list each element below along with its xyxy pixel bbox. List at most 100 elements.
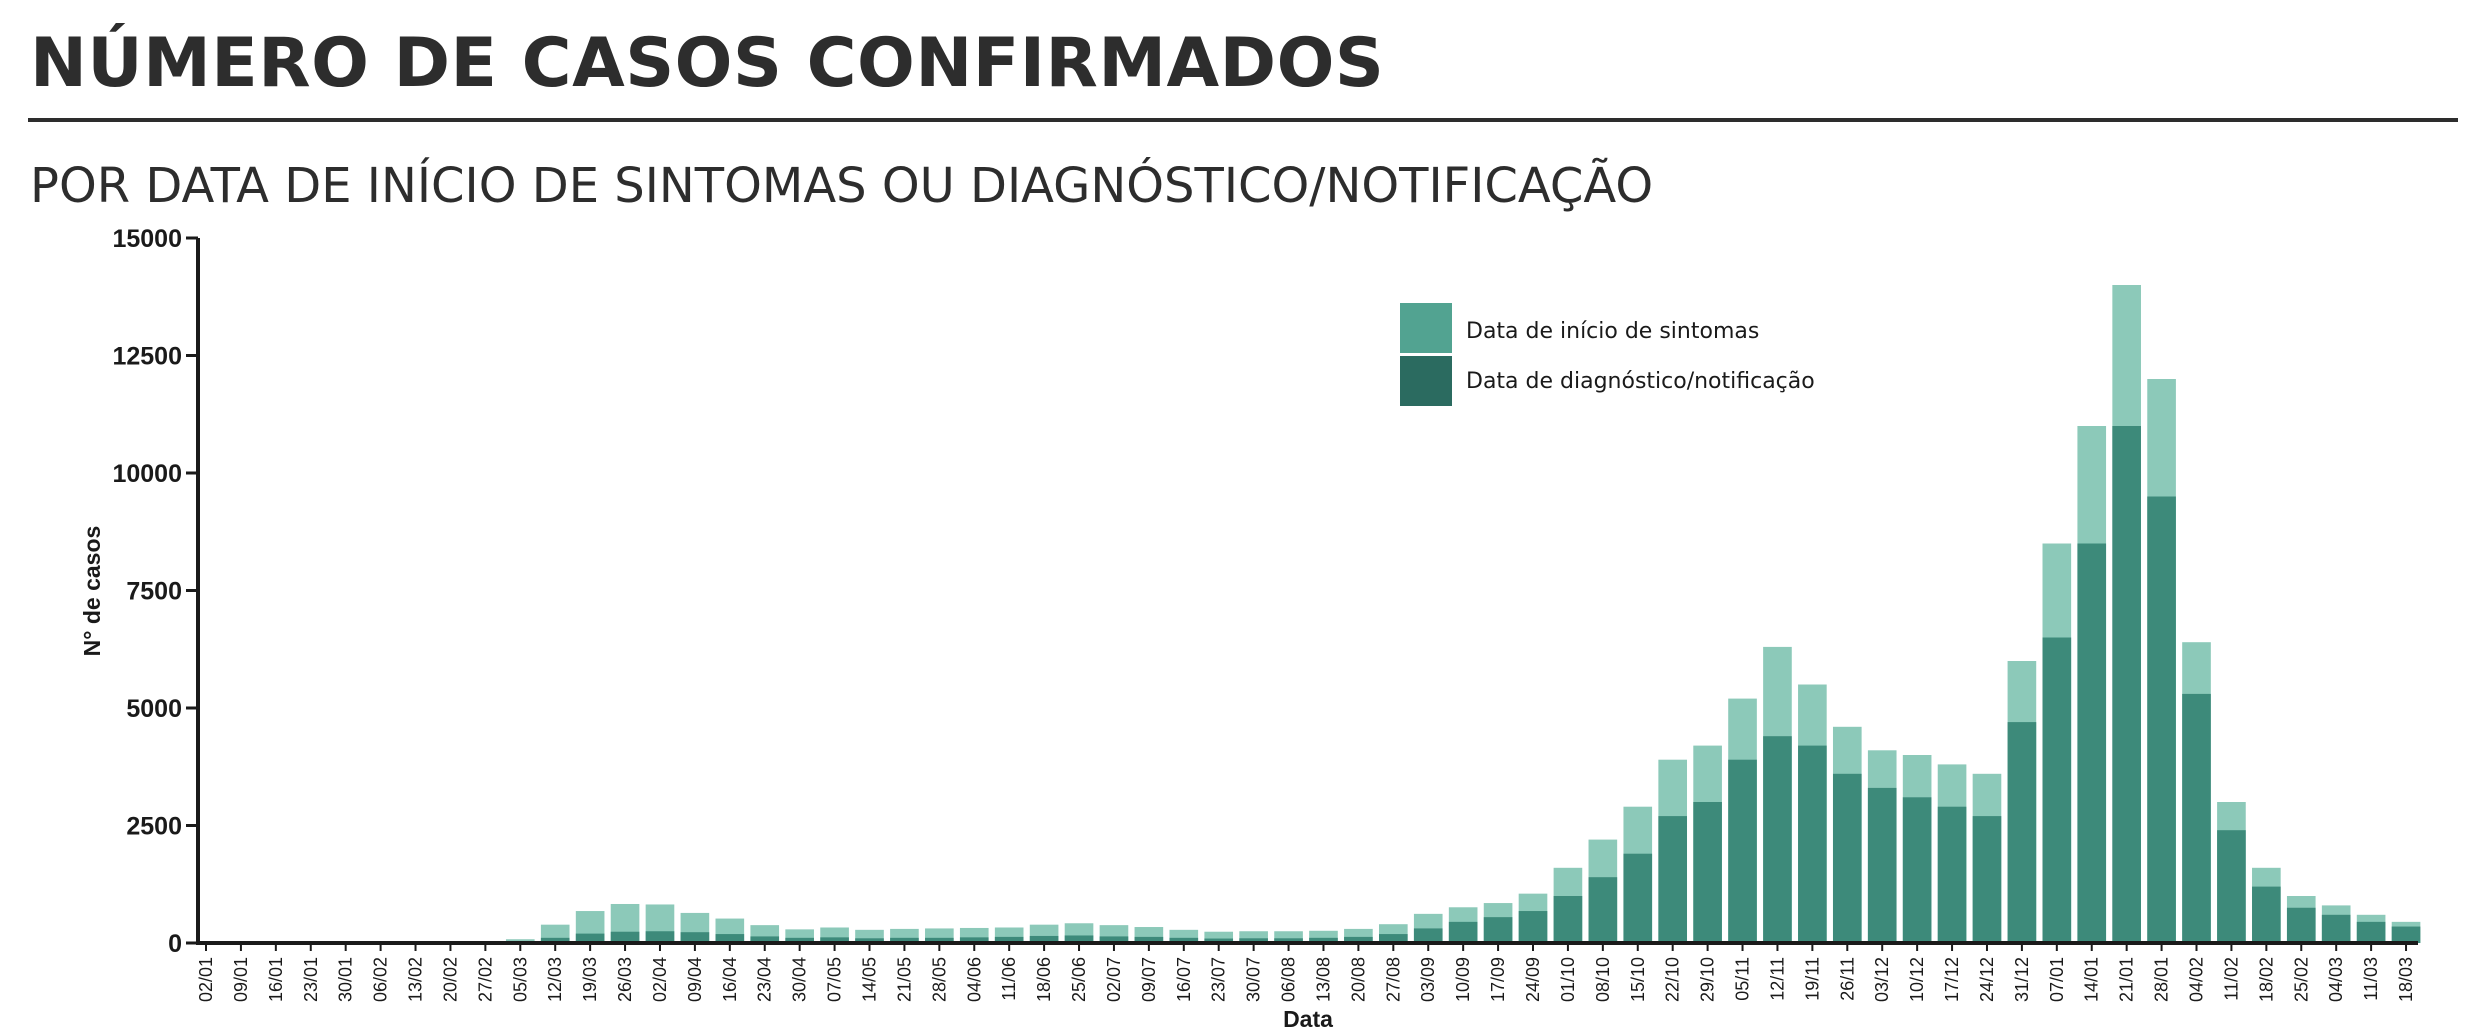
bar-notificacao	[1134, 936, 1164, 943]
bar-notificacao	[575, 933, 605, 943]
bar-notificacao	[2356, 921, 2386, 943]
x-tick-label: 02/04	[650, 957, 670, 1002]
x-ticks-group: 02/01 09/01 16/01 23/01 30/01 06/02 13/02 20/02…	[196, 943, 2416, 1002]
legend-label-notificacao: Data de diagnóstico/notificação	[1466, 369, 1815, 394]
bar-notificacao	[540, 937, 570, 943]
page-title: NÚMERO DE CASOS CONFIRMADOS	[30, 24, 1385, 103]
bar-notificacao	[1309, 937, 1338, 943]
x-tick-label: 30/04	[790, 957, 810, 1002]
y-ticks-group: 0 2500 5000 7500 10000 12500 15000	[112, 225, 198, 958]
x-tick-label: 23/07	[1209, 957, 1229, 1002]
x-tick-label: 04/06	[964, 957, 984, 1002]
bar-notificacao	[680, 932, 710, 943]
bars-group	[505, 285, 2421, 943]
title-divider	[28, 118, 2458, 122]
x-tick-label: 24/09	[1523, 957, 1543, 1002]
bar-notificacao	[2286, 907, 2316, 943]
bar-notificacao	[645, 931, 675, 943]
x-tick-label: 03/12	[1872, 957, 1892, 1002]
bar-notificacao	[1483, 917, 1513, 943]
page-subtitle: POR DATA DE INÍCIO DE SINTOMAS OU DIAGNÓ…	[30, 158, 1654, 214]
x-tick-label: 16/04	[720, 957, 740, 1002]
bar-notificacao	[1518, 911, 1548, 943]
x-tick-label: 02/07	[1104, 957, 1124, 1002]
x-tick-label: 21/01	[2117, 957, 2137, 1002]
y-tick-label: 12500	[112, 343, 182, 371]
x-tick-label: 26/03	[615, 957, 635, 1002]
legend-swatch-sintomas	[1400, 303, 1452, 353]
bar-notificacao	[2252, 886, 2281, 943]
x-tick-label: 27/08	[1383, 957, 1403, 1002]
bar-notificacao	[1448, 921, 1478, 943]
bar-notificacao	[610, 931, 640, 943]
bar-notificacao	[1867, 787, 1897, 943]
x-tick-label: 16/01	[266, 957, 286, 1002]
legend: Data de início de sintomas Data de diagn…	[1400, 303, 1815, 406]
bar-notificacao	[2112, 426, 2141, 943]
bar-notificacao	[855, 938, 884, 943]
x-tick-label: 12/11	[1767, 957, 1787, 1001]
x-tick-label: 11/03	[2361, 957, 2381, 1001]
bar-notificacao	[1832, 773, 1862, 943]
bar-notificacao	[1693, 802, 1722, 943]
x-tick-label: 17/09	[1488, 957, 1508, 1002]
y-tick-label: 7500	[126, 578, 182, 606]
x-tick-label: 09/01	[231, 957, 251, 1002]
x-tick-label: 02/01	[196, 957, 216, 1002]
bar-notificacao	[2182, 693, 2211, 943]
bar-notificacao	[785, 937, 814, 943]
x-tick-label: 13/02	[406, 957, 426, 1002]
bar-notificacao	[1169, 937, 1199, 943]
bar-notificacao	[2217, 830, 2246, 943]
bar-notificacao	[1274, 938, 1303, 943]
x-tick-label: 28/05	[929, 957, 949, 1002]
x-tick-label: 24/12	[1977, 957, 1997, 1002]
x-tick-label: 14/01	[2082, 957, 2102, 1002]
bar-notificacao	[1029, 935, 1059, 943]
x-tick-label: 29/10	[1698, 957, 1718, 1002]
bar-notificacao	[2077, 543, 2107, 943]
x-tick-label: 12/03	[545, 957, 565, 1002]
bar-notificacao	[2007, 722, 2037, 943]
x-tick-label: 19/11	[1802, 957, 1822, 1001]
x-tick-label: 13/08	[1313, 957, 1333, 1002]
x-tick-label: 16/07	[1174, 957, 1194, 1002]
bar-sintomas	[1239, 931, 1268, 943]
bar-sintomas	[1274, 931, 1303, 943]
bar-notificacao	[1937, 806, 1967, 943]
x-tick-label: 01/10	[1558, 957, 1578, 1002]
x-axis-title: Data	[1283, 1006, 1333, 1032]
bar-notificacao	[750, 936, 780, 943]
x-tick-label: 20/02	[440, 957, 460, 1002]
x-tick-label: 06/08	[1279, 957, 1299, 1002]
x-tick-label: 14/05	[860, 957, 880, 1002]
y-tick-label: 0	[168, 930, 182, 958]
bar-notificacao	[715, 934, 745, 943]
bar-notificacao	[1413, 928, 1443, 943]
x-tick-label: 22/10	[1663, 957, 1683, 1002]
bar-notificacao	[1972, 816, 2002, 943]
bar-notificacao	[1798, 745, 1827, 943]
x-tick-label: 04/03	[2326, 957, 2346, 1002]
x-tick-label: 11/02	[2221, 957, 2241, 1001]
bar-notificacao	[1064, 935, 1094, 943]
x-tick-label: 04/02	[2187, 957, 2207, 1002]
bar-notificacao	[1553, 896, 1583, 943]
x-tick-label: 10/09	[1453, 957, 1473, 1002]
x-tick-label: 09/04	[685, 957, 705, 1002]
legend-swatch-notificacao	[1400, 356, 1452, 406]
bar-notificacao	[2321, 914, 2351, 943]
x-tick-label: 21/05	[894, 957, 914, 1002]
bar-notificacao	[2042, 637, 2072, 943]
x-tick-label: 30/07	[1244, 957, 1264, 1002]
bar-notificacao	[1099, 936, 1129, 943]
bar-notificacao	[1623, 853, 1653, 943]
x-tick-label: 18/03	[2396, 957, 2416, 1002]
x-tick-label: 06/02	[371, 957, 391, 1002]
bar-notificacao	[925, 937, 954, 943]
x-tick-label: 27/02	[475, 957, 495, 1002]
x-tick-label: 25/02	[2291, 957, 2311, 1002]
legend-label-sintomas: Data de início de sintomas	[1466, 319, 1759, 344]
x-tick-label: 15/10	[1628, 957, 1648, 1002]
